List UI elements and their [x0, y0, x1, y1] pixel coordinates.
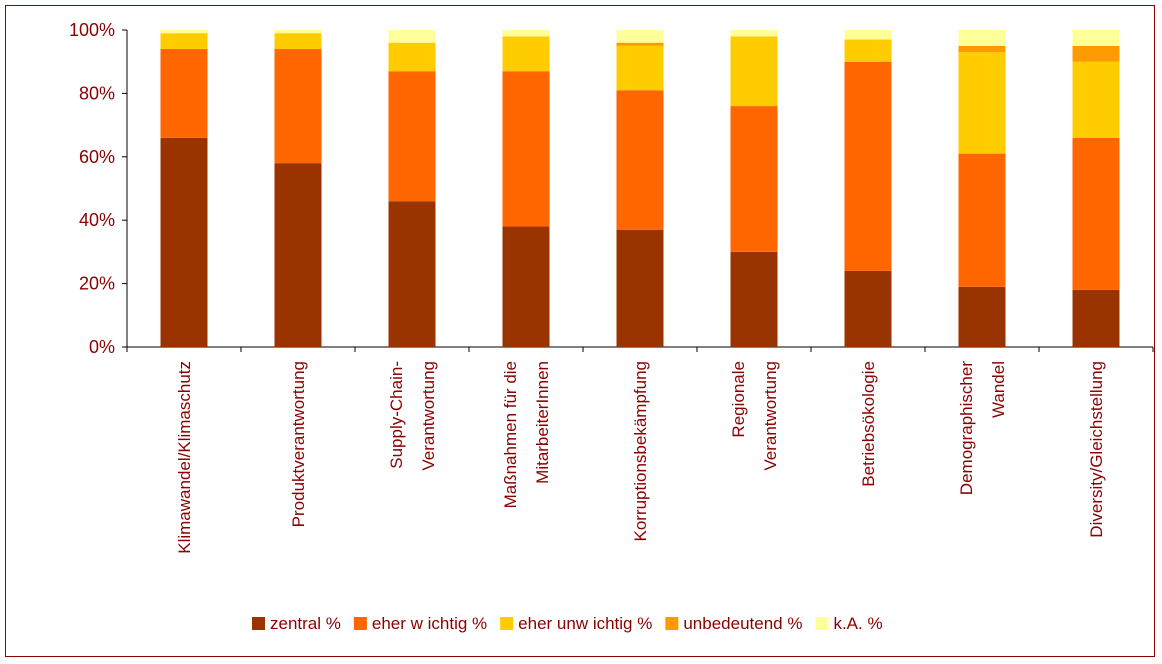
chart-frame: 0% 20% 40% 60% 80% 100% Klimawandel/Klimaschut… [5, 5, 1155, 657]
legend-label: zentral % [270, 614, 341, 633]
stacked-bar-chart: 0% 20% 40% 60% 80% 100% Klimawandel/Klimaschut… [69, 20, 1154, 633]
bar-segment [958, 52, 1006, 154]
x-category-label: Diversity/Gleichstellung [1087, 361, 1106, 538]
bar-segment [616, 42, 664, 46]
bar-segment [160, 137, 208, 347]
bar-segment [388, 71, 436, 202]
x-category-label: Demographischer [957, 361, 976, 496]
bar-segment [160, 30, 208, 34]
bar-segment [730, 30, 778, 37]
x-category-label: Produktverantwortung [289, 361, 308, 527]
x-category-label: Klimawandel/Klimaschutz [175, 361, 194, 554]
y-tick-label: 40% [79, 210, 115, 230]
y-tick-label: 100% [69, 20, 115, 40]
bar-segment [616, 90, 664, 230]
bar-segment [160, 49, 208, 138]
bar-segment [160, 33, 208, 50]
bar-segment [1072, 137, 1120, 290]
bar-segment [616, 30, 664, 43]
bar-segment [844, 270, 892, 347]
x-category-label: Verantwortung [419, 361, 438, 471]
bar-segment [730, 106, 778, 252]
x-category-label: Wandel [989, 361, 1008, 418]
legend-swatch [500, 617, 514, 630]
bar-segment [274, 49, 322, 164]
x-category-label: MitarbeiterInnen [533, 361, 552, 484]
y-tick-label: 0% [89, 337, 115, 357]
bar-segment [274, 33, 322, 50]
legend-label: k.A. % [833, 614, 882, 633]
y-tick-label: 60% [79, 147, 115, 167]
x-category-label: Maßnahmen für die [501, 361, 520, 508]
bar-segment [1072, 289, 1120, 347]
bar-segment [730, 251, 778, 347]
bar-segment [616, 45, 664, 91]
bar-segment [388, 30, 436, 43]
x-category-label: Regionale [729, 361, 748, 438]
x-category-label: Korruptionsbekämpfung [631, 361, 650, 542]
bar-segment [616, 229, 664, 347]
legend-swatch [815, 617, 829, 630]
bar-segment [1072, 45, 1120, 62]
bar-segment [844, 61, 892, 271]
bar-segment [502, 30, 550, 37]
bar-segment [274, 163, 322, 347]
x-category-label: Betriebsökologie [859, 361, 878, 487]
bar-segment [958, 286, 1006, 347]
bar-segment [844, 30, 892, 40]
bar-segment [730, 36, 778, 107]
legend-label: eher w ichtig % [372, 614, 487, 633]
x-category-label: Supply-Chain- [387, 361, 406, 469]
y-tick-label: 20% [79, 274, 115, 294]
bar-segment [844, 39, 892, 62]
bar-segment [958, 153, 1006, 287]
y-tick-label: 80% [79, 83, 115, 103]
legend-swatch [353, 617, 367, 630]
bar-segment [502, 36, 550, 72]
bar-segment [1072, 61, 1120, 138]
bar-segment [388, 42, 436, 72]
bar-segment [958, 30, 1006, 46]
x-category-label: Verantwortung [761, 361, 780, 471]
bar-segment [388, 201, 436, 347]
legend-label: unbedeutend % [683, 614, 802, 633]
legend-label: eher unw ichtig % [518, 614, 652, 633]
legend-swatch [252, 617, 265, 630]
bar-segment [502, 71, 550, 227]
legend-swatch [665, 617, 679, 630]
bar-segment [274, 30, 322, 34]
bar-segment [1072, 30, 1120, 46]
bar-segment [502, 226, 550, 347]
bar-segment [958, 45, 1006, 53]
